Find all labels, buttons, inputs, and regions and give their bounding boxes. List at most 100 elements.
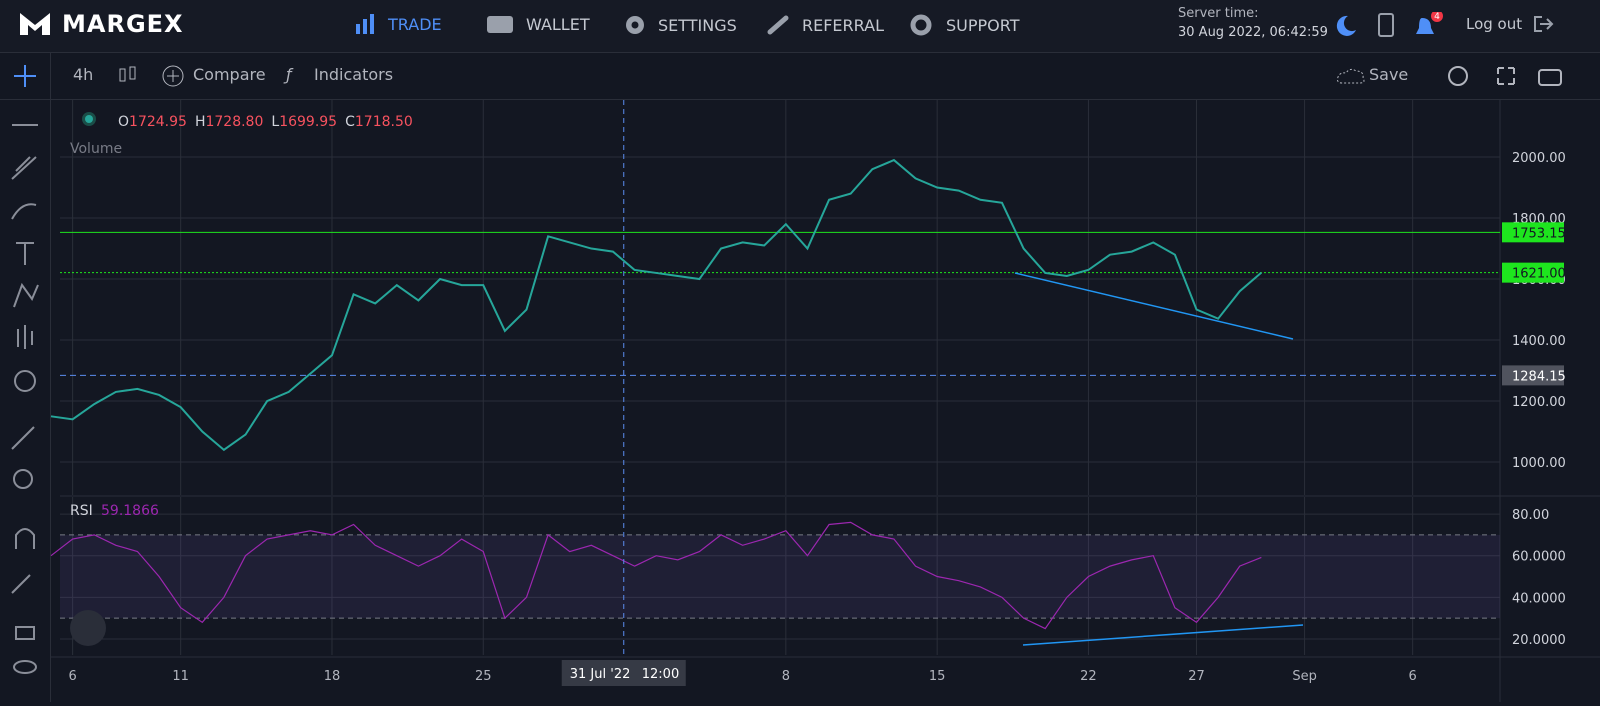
ohlc-value: 1724.95 (129, 114, 187, 130)
y-tick-label: 2000.00 (1512, 151, 1566, 166)
price-label: 1753.15 (1512, 226, 1566, 241)
x-tick-label: 22 (1080, 669, 1097, 684)
compare-icon (162, 65, 184, 87)
ohlc-value: 1728.80 (205, 114, 263, 130)
crosshair-label-box (561, 660, 686, 686)
ohlc-key: L (271, 114, 279, 130)
lock-draw-tool[interactable] (11, 574, 31, 594)
bell-icon[interactable] (1416, 18, 1434, 34)
icon (626, 16, 644, 34)
nav-referral[interactable]: REFERRAL (766, 14, 884, 36)
indicators-icon: ƒ (286, 65, 292, 84)
ohlc-key: H (195, 114, 206, 130)
logout[interactable]: Log out (1466, 14, 1554, 34)
interval[interactable]: 4h (73, 65, 94, 84)
icon (1534, 16, 1554, 32)
x-tick-label: 25 (475, 669, 492, 684)
tv-logo (70, 610, 106, 646)
top-nav: MARGEX TRADE WALLET SETTINGS REFERRAL SU… (0, 0, 1600, 53)
price-label: 1284.15 (1512, 369, 1566, 384)
save[interactable]: Save (1369, 65, 1409, 84)
x-tick-label: 8 (782, 669, 790, 684)
logo-text: MARGEX (62, 10, 184, 38)
price-label-box (1502, 222, 1564, 243)
fullscreen[interactable] (1497, 67, 1515, 85)
pattern-tool[interactable] (13, 282, 39, 308)
legend-dot-inner (85, 115, 93, 123)
emoji-tool[interactable] (14, 370, 36, 392)
nav-label: SETTINGS (658, 15, 737, 35)
icon (356, 14, 374, 34)
server-time: 30 Aug 2022, 06:42:59 (1178, 25, 1328, 40)
rsi-title: RSI (70, 503, 93, 519)
chart-toolbar: 4h Compare ƒ Indicators Save (0, 53, 1600, 100)
trend-line (1014, 272, 1294, 340)
mobile-icon[interactable] (1378, 13, 1394, 37)
crosshair-tool[interactable] (14, 65, 36, 87)
series-line (50, 521, 1262, 630)
zoom-tool[interactable] (13, 469, 33, 489)
ruler-tool[interactable] (11, 426, 35, 450)
forecast-tool[interactable] (17, 325, 33, 349)
ohlc-key: C (345, 114, 355, 130)
logo[interactable]: MARGEX (18, 10, 184, 38)
logout-label: Log out (1466, 15, 1523, 33)
toolbar-icons (1448, 66, 1562, 86)
x-tick-label: 6 (68, 669, 76, 684)
price-label-box (1502, 262, 1564, 283)
nav-support[interactable]: SUPPORT (910, 14, 1019, 36)
icon (910, 14, 932, 36)
x-tick-label: 6 (1409, 669, 1417, 684)
tool-icons (11, 65, 39, 674)
x-tick-label: 15 (929, 669, 946, 684)
nav-label: WALLET (526, 14, 590, 34)
screenshot[interactable] (1538, 69, 1562, 86)
logo-icon (20, 13, 50, 35)
volume-label: Volume (70, 141, 122, 157)
nav-label: TRADE (388, 14, 442, 34)
badge-count: 4 (1434, 12, 1440, 22)
crosshair-date: 31 Jul '22 (570, 667, 631, 682)
candle-type[interactable] (118, 63, 138, 89)
price-label: 1621.00 (1512, 267, 1566, 282)
lock-tool[interactable] (15, 626, 35, 640)
x-tick-label: 27 (1188, 669, 1205, 684)
y-tick-label: 80.00 (1512, 508, 1549, 523)
y-tick-label: 60.0000 (1512, 550, 1566, 565)
cloud-icon (1337, 68, 1365, 84)
y-tick-label: 1400.00 (1512, 334, 1566, 349)
theme-toggle[interactable] (1336, 15, 1356, 36)
y-tick-label: 40.0000 (1512, 591, 1566, 606)
price-label-box (1502, 365, 1564, 386)
nav-wallet[interactable]: WALLET (486, 14, 590, 34)
x-tick-label: 18 (324, 669, 341, 684)
magnet-tool[interactable] (15, 528, 35, 549)
nav-settings[interactable]: SETTINGS (624, 14, 737, 36)
y-tick-label: 20.0000 (1512, 633, 1566, 648)
settings[interactable] (1448, 66, 1468, 86)
rsi-band (60, 534, 1500, 619)
server-time-label: Server time: (1178, 6, 1259, 21)
trend-line (1022, 624, 1304, 646)
y-tick-label: 1000.00 (1512, 456, 1566, 471)
rsi-value: 59.1866 (101, 503, 159, 519)
brush-tool[interactable] (11, 203, 37, 220)
pitchfork-tool[interactable] (11, 156, 37, 180)
text-tool[interactable] (16, 242, 34, 265)
compare[interactable]: Compare (193, 65, 266, 84)
nav-icons: 4 (1336, 12, 1443, 37)
badge (1431, 12, 1443, 22)
visibility-tool[interactable] (13, 660, 37, 674)
nav-label: REFERRAL (802, 15, 884, 35)
nav-label: SUPPORT (946, 15, 1020, 35)
indicators[interactable]: Indicators (314, 65, 394, 84)
x-tick-label: 11 (172, 669, 189, 684)
crosshair-time: 12:00 (642, 667, 679, 682)
nav-trade[interactable]: TRADE (354, 14, 442, 34)
series-line (50, 158, 1263, 452)
ohlc-value: 1718.50 (355, 114, 413, 130)
ohlc-value: 1699.95 (279, 114, 337, 130)
drawing-tools (0, 53, 51, 702)
